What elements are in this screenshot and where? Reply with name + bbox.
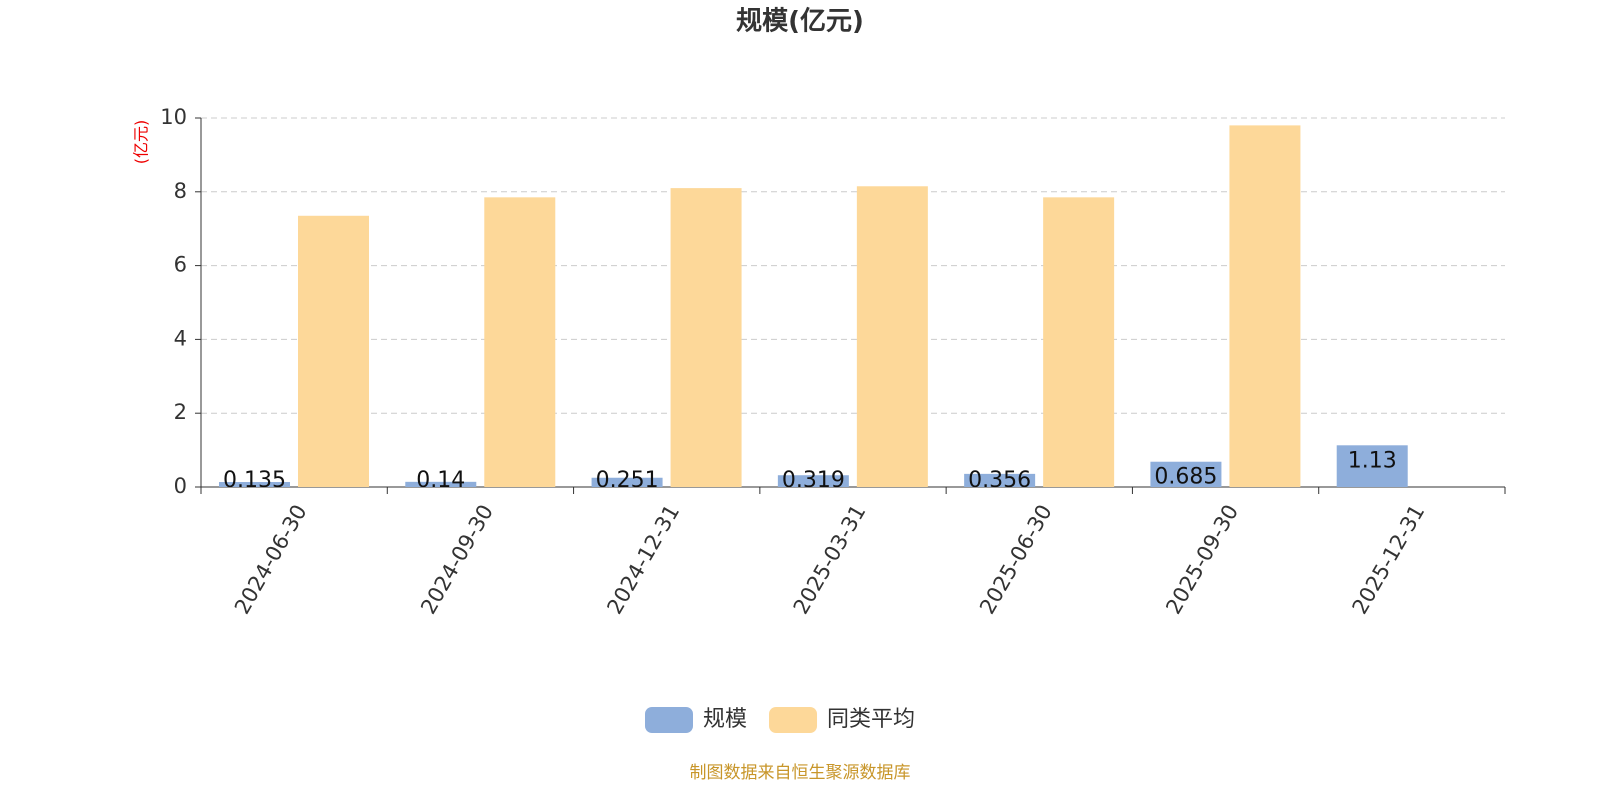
y-tick-label: 2 bbox=[174, 400, 187, 424]
legend-label: 同类平均 bbox=[827, 707, 915, 732]
bar bbox=[591, 477, 663, 487]
data-label: 0.356 bbox=[968, 468, 1031, 493]
y-tick-label: 4 bbox=[174, 326, 187, 350]
data-label: 0.14 bbox=[416, 468, 465, 493]
legend-label: 规模 bbox=[703, 707, 747, 732]
bar bbox=[484, 197, 556, 487]
bar bbox=[670, 188, 742, 488]
data-label: 1.13 bbox=[1348, 448, 1397, 473]
bar bbox=[964, 473, 1036, 487]
bar bbox=[405, 481, 477, 487]
source-note: 制图数据来自恒生聚源数据库 bbox=[690, 763, 911, 783]
x-tick-label: 2025-03-31 bbox=[789, 501, 871, 619]
x-tick-label: 2024-12-31 bbox=[602, 501, 684, 619]
y-tick-label: 6 bbox=[174, 253, 187, 277]
y-tick-label: 0 bbox=[174, 474, 187, 498]
data-label: 0.685 bbox=[1154, 465, 1217, 490]
legend-swatch bbox=[769, 707, 818, 733]
bar bbox=[1336, 445, 1408, 487]
x-tick-label: 2024-06-30 bbox=[230, 501, 312, 619]
bar bbox=[1150, 461, 1222, 487]
legend-swatch bbox=[645, 707, 693, 733]
bar bbox=[777, 475, 849, 487]
x-tick-label: 2025-09-30 bbox=[1161, 501, 1243, 619]
x-tick-label: 2025-06-30 bbox=[975, 501, 1057, 619]
x-tick-label: 2025-12-31 bbox=[1348, 501, 1430, 619]
bar bbox=[298, 215, 369, 487]
y-axis-label: (亿元) bbox=[132, 120, 151, 165]
data-label: 0.251 bbox=[596, 468, 659, 493]
x-tick-label: 2024-09-30 bbox=[416, 501, 498, 619]
chart-title: 规模(亿元) bbox=[736, 7, 864, 37]
bar bbox=[1043, 197, 1115, 487]
y-tick-label: 10 bbox=[160, 105, 187, 129]
bar bbox=[219, 482, 290, 487]
bar bbox=[856, 186, 928, 487]
data-label: 0.319 bbox=[782, 468, 845, 493]
y-tick-label: 8 bbox=[174, 179, 187, 203]
bar bbox=[1229, 125, 1301, 487]
data-label: 0.135 bbox=[223, 468, 286, 493]
